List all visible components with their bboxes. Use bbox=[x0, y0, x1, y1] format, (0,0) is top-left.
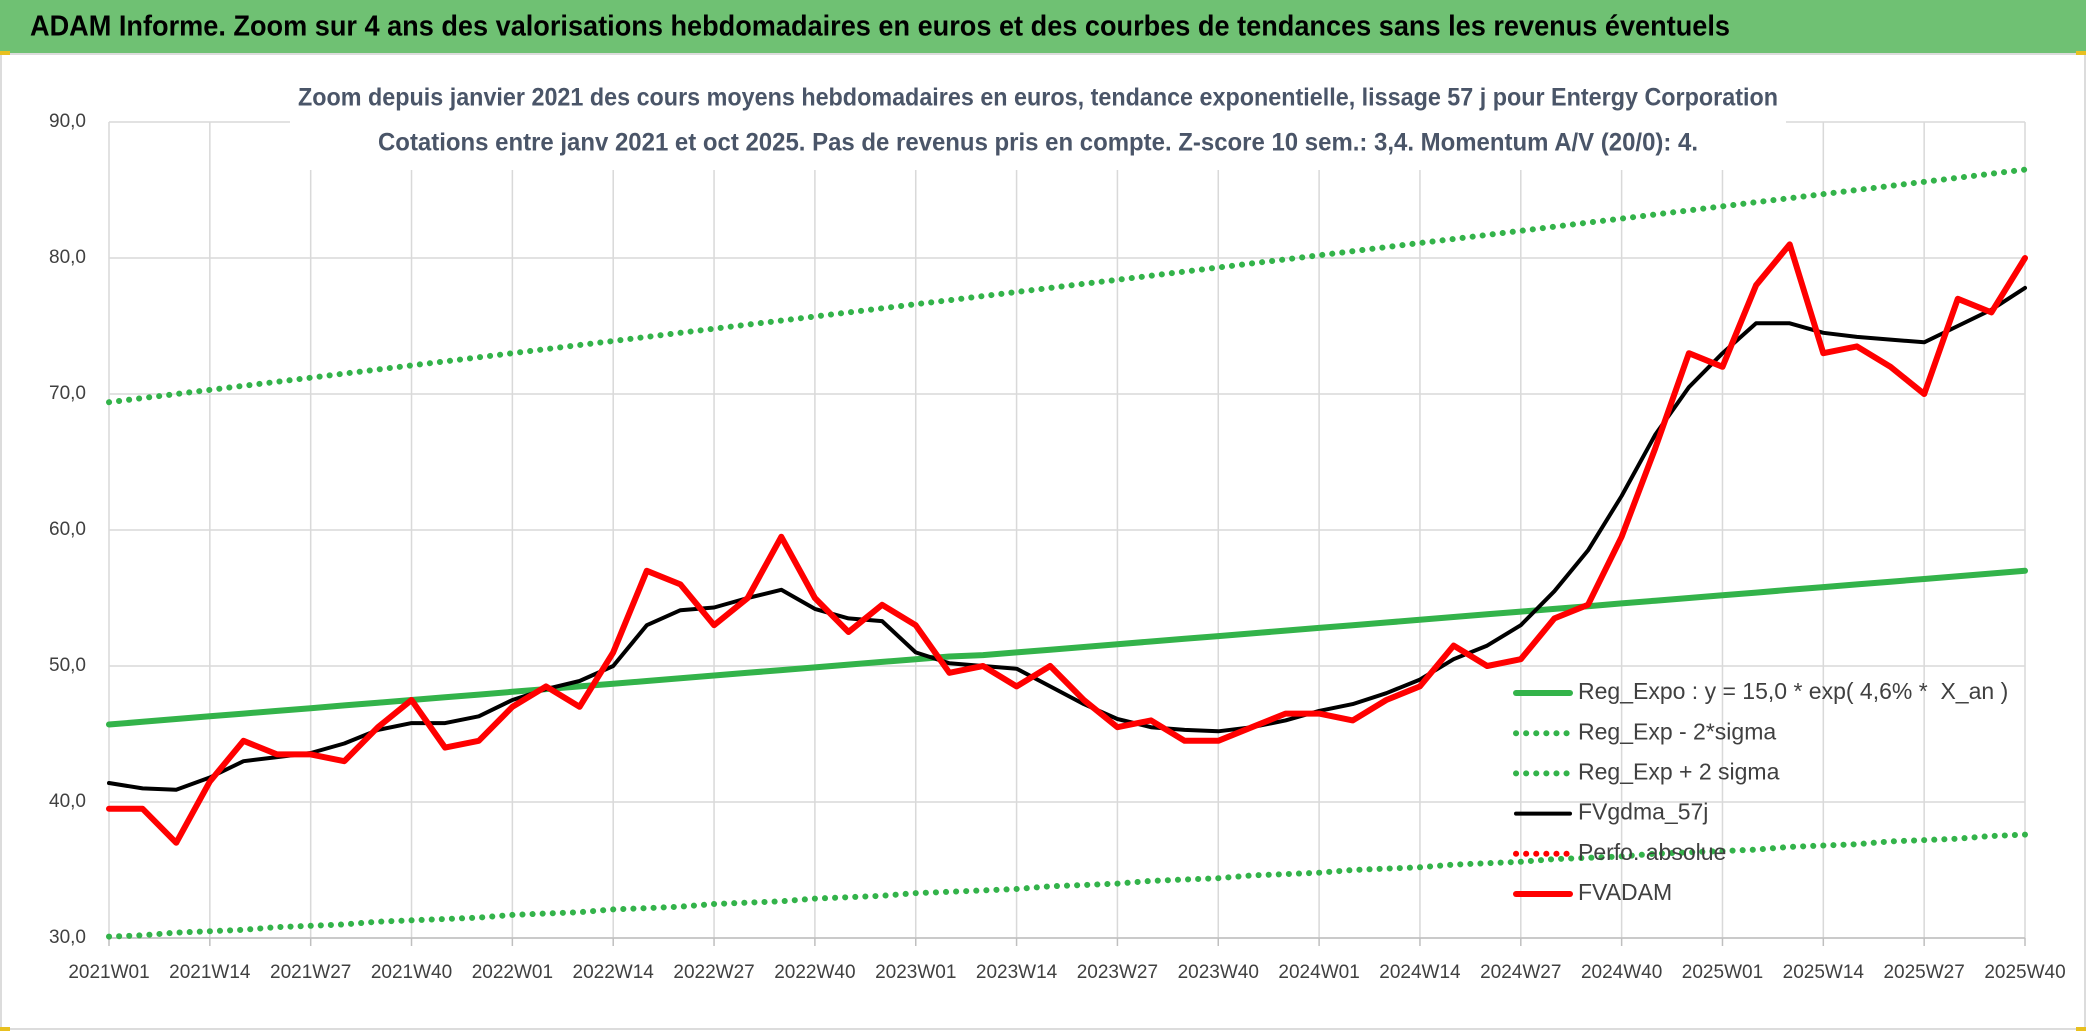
x-tick-label: 2021W27 bbox=[270, 962, 351, 983]
x-tick-label: 2021W01 bbox=[68, 962, 149, 983]
chart-subtitle: Cotations entre janv 2021 et oct 2025. P… bbox=[378, 129, 1698, 157]
legend-label: Reg_Expo : y = 15,0 * exp( 4,6% * X_an ) bbox=[1578, 678, 2008, 704]
x-tick-label: 2022W27 bbox=[673, 962, 754, 983]
y-tick-label: 70,0 bbox=[49, 383, 86, 404]
x-tick-label: 2021W14 bbox=[169, 962, 251, 983]
legend: Reg_Expo : y = 15,0 * exp( 4,6% * X_an )… bbox=[1513, 678, 2008, 905]
x-tick-label: 2025W01 bbox=[1682, 962, 1763, 983]
series-line bbox=[106, 166, 2028, 406]
chart-title: Zoom depuis janvier 2021 des cours moyen… bbox=[298, 84, 1778, 112]
title-background bbox=[290, 78, 1786, 170]
grid: 30,0 40,0 50,0 60,0 70,0 80,0 90,0 2021W01 2021W… bbox=[49, 111, 2066, 983]
x-tick-label: 2022W40 bbox=[774, 962, 855, 983]
y-tick-label: 40,0 bbox=[49, 791, 86, 812]
x-tick-label: 2023W01 bbox=[875, 962, 956, 983]
x-tick-label: 2022W14 bbox=[573, 962, 655, 983]
series-line bbox=[106, 567, 2028, 728]
legend-label: Perfo. absolue bbox=[1578, 839, 1726, 865]
x-tick-label: 2023W27 bbox=[1077, 962, 1158, 983]
series-line bbox=[106, 831, 2028, 940]
x-tick-label: 2022W01 bbox=[472, 962, 553, 983]
legend-label: FVgdma_57j bbox=[1578, 799, 1708, 825]
y-tick-label: 90,0 bbox=[49, 111, 86, 132]
y-tick-label: 60,0 bbox=[49, 519, 86, 540]
x-tick-label: 2025W27 bbox=[1883, 962, 1964, 983]
series-line bbox=[106, 241, 2028, 846]
frame-corners bbox=[0, 51, 2086, 1031]
x-tick-label: 2024W01 bbox=[1278, 962, 1359, 983]
chart-frame bbox=[0, 53, 2086, 1030]
x-tick-label: 2021W40 bbox=[371, 962, 452, 983]
x-tick-label: 2024W14 bbox=[1379, 962, 1461, 983]
header-title: ADAM Informe. Zoom sur 4 ans des valoris… bbox=[30, 11, 1730, 43]
y-tick-label: 30,0 bbox=[49, 927, 86, 948]
y-tick-label: 80,0 bbox=[49, 247, 86, 268]
x-tick-label: 2024W40 bbox=[1581, 962, 1662, 983]
x-tick-label: 2025W40 bbox=[1984, 962, 2065, 983]
legend-label: FVADAM bbox=[1578, 879, 1672, 905]
header-bar bbox=[0, 0, 2086, 53]
x-tick-label: 2025W14 bbox=[1783, 962, 1865, 983]
x-tick-label: 2023W40 bbox=[1178, 962, 1259, 983]
legend-label: Reg_Exp - 2*sigma bbox=[1578, 718, 1776, 744]
x-tick-label: 2023W14 bbox=[976, 962, 1058, 983]
y-tick-label: 50,0 bbox=[49, 655, 86, 676]
plot bbox=[106, 166, 2028, 940]
legend-label: Reg_Exp + 2 sigma bbox=[1578, 758, 1780, 784]
x-tick-label: 2024W27 bbox=[1480, 962, 1561, 983]
